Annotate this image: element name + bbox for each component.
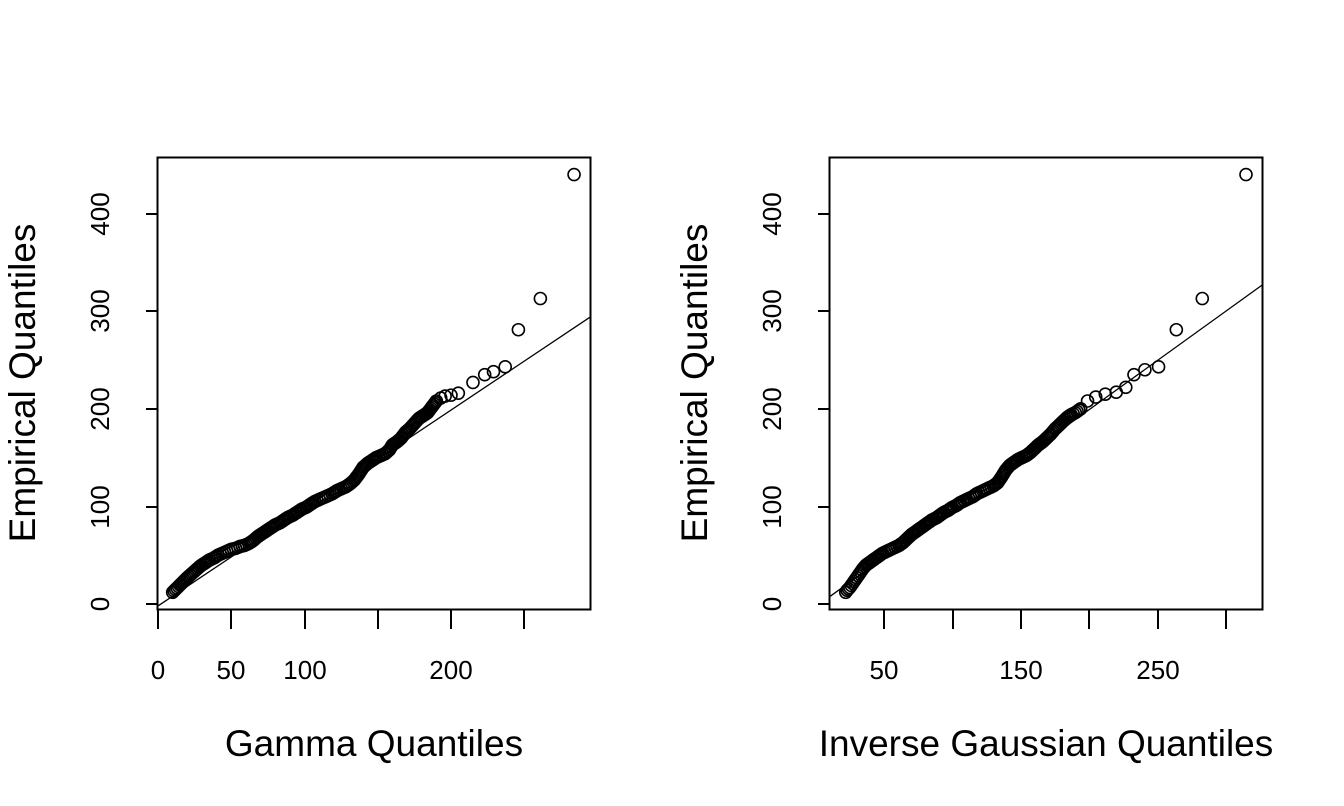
data-point xyxy=(1088,390,1103,404)
y-axis: 0 100 200 300 400 Empirical Quantiles xyxy=(2,192,157,611)
data-point xyxy=(426,398,440,413)
data-point xyxy=(444,388,458,402)
data-point xyxy=(466,375,480,390)
data-point xyxy=(1138,362,1152,377)
gamma-qq-panel: 0 100 200 300 400 Empirical Quantiles 0 … xyxy=(2,156,592,764)
data-point xyxy=(1239,167,1253,182)
reference-line xyxy=(157,316,591,607)
y-tick-label: 400 xyxy=(757,192,787,235)
data-point xyxy=(533,291,548,306)
x-axis-title: Gamma Quantiles xyxy=(225,723,523,764)
data-point xyxy=(1169,322,1184,337)
x-tick-label: 50 xyxy=(870,655,899,685)
y-tick-label: 200 xyxy=(85,387,115,430)
data-point xyxy=(486,364,501,379)
x-tick-label: 0 xyxy=(151,655,165,685)
y-tick-label: 0 xyxy=(757,597,787,611)
x-tick-label: 150 xyxy=(999,655,1042,685)
y-axis-title: Empirical Quantiles xyxy=(2,224,43,543)
data-point xyxy=(1127,367,1141,382)
x-tick-label: 200 xyxy=(429,655,472,685)
data-point xyxy=(1072,403,1086,417)
data-point xyxy=(498,360,513,374)
y-tick-label: 100 xyxy=(757,485,787,528)
y-tick-label: 200 xyxy=(757,387,787,430)
x-axis-title: Inverse Gaussian Quantiles xyxy=(819,723,1274,764)
data-point xyxy=(1073,401,1088,416)
y-tick-label: 300 xyxy=(85,289,115,332)
y-axis: 0 100 200 300 400 Empirical Quantiles xyxy=(674,192,829,611)
inverse-gaussian-qq-panel: 0 100 200 300 400 Empirical Quantiles 50… xyxy=(674,156,1274,764)
data-point xyxy=(477,367,492,382)
y-tick-label: 400 xyxy=(85,192,115,235)
x-tick-label: 50 xyxy=(217,655,246,685)
plot-frame xyxy=(828,156,1264,611)
reference-line xyxy=(828,284,1263,598)
x-tick-label: 100 xyxy=(283,655,326,685)
y-tick-label: 100 xyxy=(85,485,115,528)
data-point xyxy=(451,386,466,400)
y-tick-label: 300 xyxy=(757,289,787,332)
data-point xyxy=(567,167,581,182)
x-axis: 0 50 100 200 Gamma Quantiles xyxy=(151,609,525,764)
data-point xyxy=(1151,360,1166,374)
x-axis: 50 150 250 Inverse Gaussian Quantiles xyxy=(819,609,1274,764)
data-points xyxy=(165,167,581,600)
data-points xyxy=(838,167,1253,600)
data-point xyxy=(1070,404,1084,419)
data-point xyxy=(1195,291,1210,306)
y-axis-title: Empirical Quantiles xyxy=(674,224,715,543)
x-tick-label: 250 xyxy=(1136,655,1179,685)
data-point xyxy=(438,389,452,403)
data-point xyxy=(1080,394,1095,408)
y-tick-label: 0 xyxy=(85,597,115,611)
plot-frame xyxy=(156,156,592,611)
data-point xyxy=(511,322,526,337)
